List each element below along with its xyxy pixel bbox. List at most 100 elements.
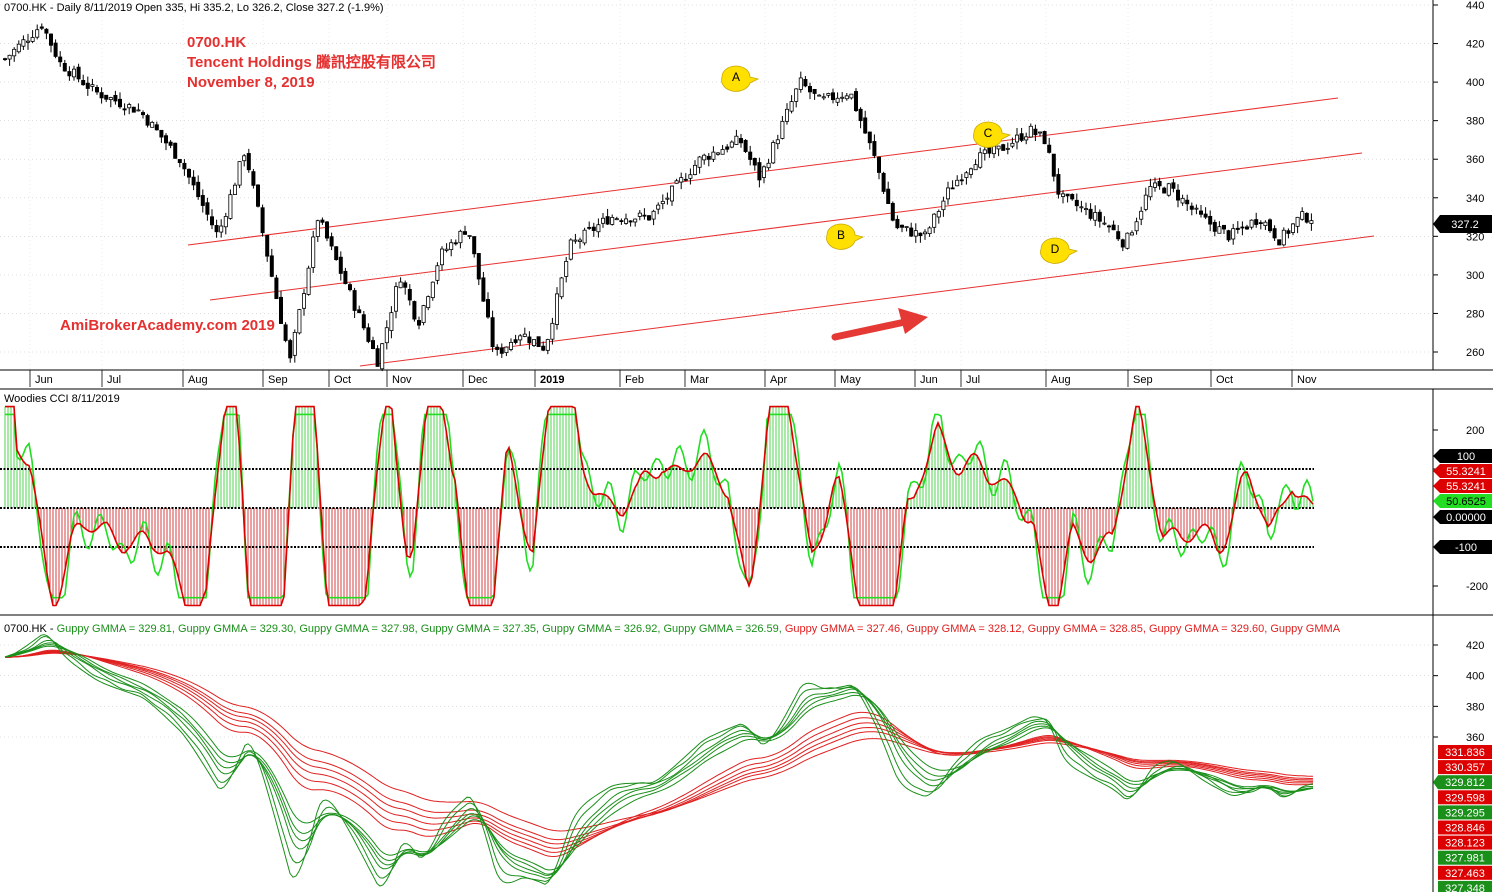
candle-body xyxy=(1134,221,1139,232)
candle-body xyxy=(95,87,100,93)
gmma-axis-ticks: 420 400 380 360 xyxy=(1433,640,1484,744)
cci-value-badge-label: 55.3241 xyxy=(1446,466,1486,478)
candle-body xyxy=(49,33,54,46)
candle-body xyxy=(1061,193,1066,197)
month-label: Feb xyxy=(625,374,644,386)
gmma-legend-item: Guppy GMMA xyxy=(1270,623,1340,635)
gmma-short-line xyxy=(4,640,1314,879)
candle-body xyxy=(1208,215,1213,225)
candle-body xyxy=(444,248,449,251)
month-label: Mar xyxy=(690,374,709,386)
candle-body xyxy=(320,219,325,223)
gmma-long-line xyxy=(4,652,1314,841)
candle-body xyxy=(214,225,219,233)
candle-body xyxy=(1171,182,1176,189)
candle-body xyxy=(343,270,348,285)
gmma-value-badge xyxy=(1438,745,1492,759)
candle-body xyxy=(1084,208,1089,211)
candle-body xyxy=(389,312,394,331)
candle-body xyxy=(835,97,840,103)
month-label: Apr xyxy=(770,374,787,386)
candle-body xyxy=(85,82,90,89)
candle-body xyxy=(154,124,159,131)
candle-body xyxy=(651,210,656,220)
candle-body xyxy=(283,324,288,341)
candle-body xyxy=(30,37,35,42)
candle-body xyxy=(72,68,77,78)
candle-body xyxy=(237,161,242,186)
candle-body xyxy=(338,256,343,274)
candle-body xyxy=(1097,211,1102,222)
candle-body xyxy=(145,115,150,126)
month-label: 2019 xyxy=(540,374,564,386)
candle-body xyxy=(58,56,63,63)
candle-body xyxy=(941,200,946,211)
month-label: Sep xyxy=(1133,374,1153,386)
gmma-value-badge-label: 327.348 xyxy=(1445,883,1485,892)
gmma-value-badge xyxy=(1438,790,1492,805)
candle-body xyxy=(430,281,435,299)
candle-body xyxy=(136,109,141,112)
cci-value-badge-label: 100 xyxy=(1457,451,1475,463)
candle-body xyxy=(1125,232,1130,249)
price-tick-label: 360 xyxy=(1466,154,1484,166)
gmma-value-badge xyxy=(1438,805,1492,820)
gmma-legend-item: Guppy GMMA = 326.59, xyxy=(663,623,784,635)
watermark: AmiBroker​Academy.com 2019 xyxy=(60,317,275,334)
candle-body xyxy=(532,339,537,347)
candle-body xyxy=(536,336,541,347)
candle-body xyxy=(16,43,21,53)
candle-body xyxy=(674,180,679,184)
cci-value-badge-label: -100 xyxy=(1455,542,1477,554)
candle-body xyxy=(642,214,647,217)
candle-body xyxy=(789,101,794,112)
candle-body xyxy=(697,156,702,168)
gmma-long-line xyxy=(4,652,1314,832)
candle-body xyxy=(81,80,86,86)
gmma-value-badge-label: 331.836 xyxy=(1445,747,1485,759)
month-label: Oct xyxy=(1216,374,1233,386)
gmma-short-line xyxy=(4,642,1314,876)
gmma-legend-item: Guppy GMMA = 329.30, xyxy=(178,623,299,635)
cci-panel: Woodies CCI 8/11/2019 200 100 -100 -200 100… xyxy=(0,389,1493,616)
candle-body xyxy=(1019,133,1024,141)
candle-body xyxy=(1185,199,1190,205)
candle-body xyxy=(775,139,780,145)
candle-body xyxy=(366,327,371,342)
candle-body xyxy=(140,112,145,116)
cci-value-badge-label: 55.3241 xyxy=(1446,481,1486,493)
candle-body xyxy=(522,333,527,337)
candle-body xyxy=(476,253,481,280)
candle-body xyxy=(766,162,771,169)
candle-body xyxy=(798,77,803,90)
candle-body xyxy=(610,217,615,225)
candle-body xyxy=(508,342,513,350)
candle-body xyxy=(1028,125,1033,138)
candle-body xyxy=(559,277,564,298)
candle-body xyxy=(1304,212,1309,223)
candle-body xyxy=(867,131,872,144)
trend-line-middle xyxy=(209,152,1363,301)
gmma-value-badge-label: 329.295 xyxy=(1445,807,1485,819)
candle-body xyxy=(545,339,550,351)
gmma-value-badge xyxy=(1438,775,1492,790)
candle-body xyxy=(637,212,642,217)
candle-body xyxy=(762,166,767,178)
candle-body xyxy=(159,129,164,138)
candle-body xyxy=(1277,239,1282,246)
candle-body xyxy=(35,29,40,38)
chart-title-company: Tencent Holdings 騰訊控股有限公司 xyxy=(187,53,436,71)
month-label: Nov xyxy=(392,374,412,386)
candle-body xyxy=(771,142,776,164)
price-tick-label: 380 xyxy=(1466,116,1484,128)
candle-body xyxy=(439,248,444,266)
candle-body xyxy=(490,317,495,348)
candle-body xyxy=(633,218,638,223)
cci-value-badge xyxy=(1433,479,1492,493)
candle-body xyxy=(297,309,302,334)
candle-body xyxy=(1162,187,1167,194)
candle-body xyxy=(757,162,762,181)
candle-body xyxy=(969,168,974,175)
gmma-legend-item: Guppy GMMA = 327.46, xyxy=(785,623,906,635)
price-tick-label: 280 xyxy=(1466,308,1484,320)
